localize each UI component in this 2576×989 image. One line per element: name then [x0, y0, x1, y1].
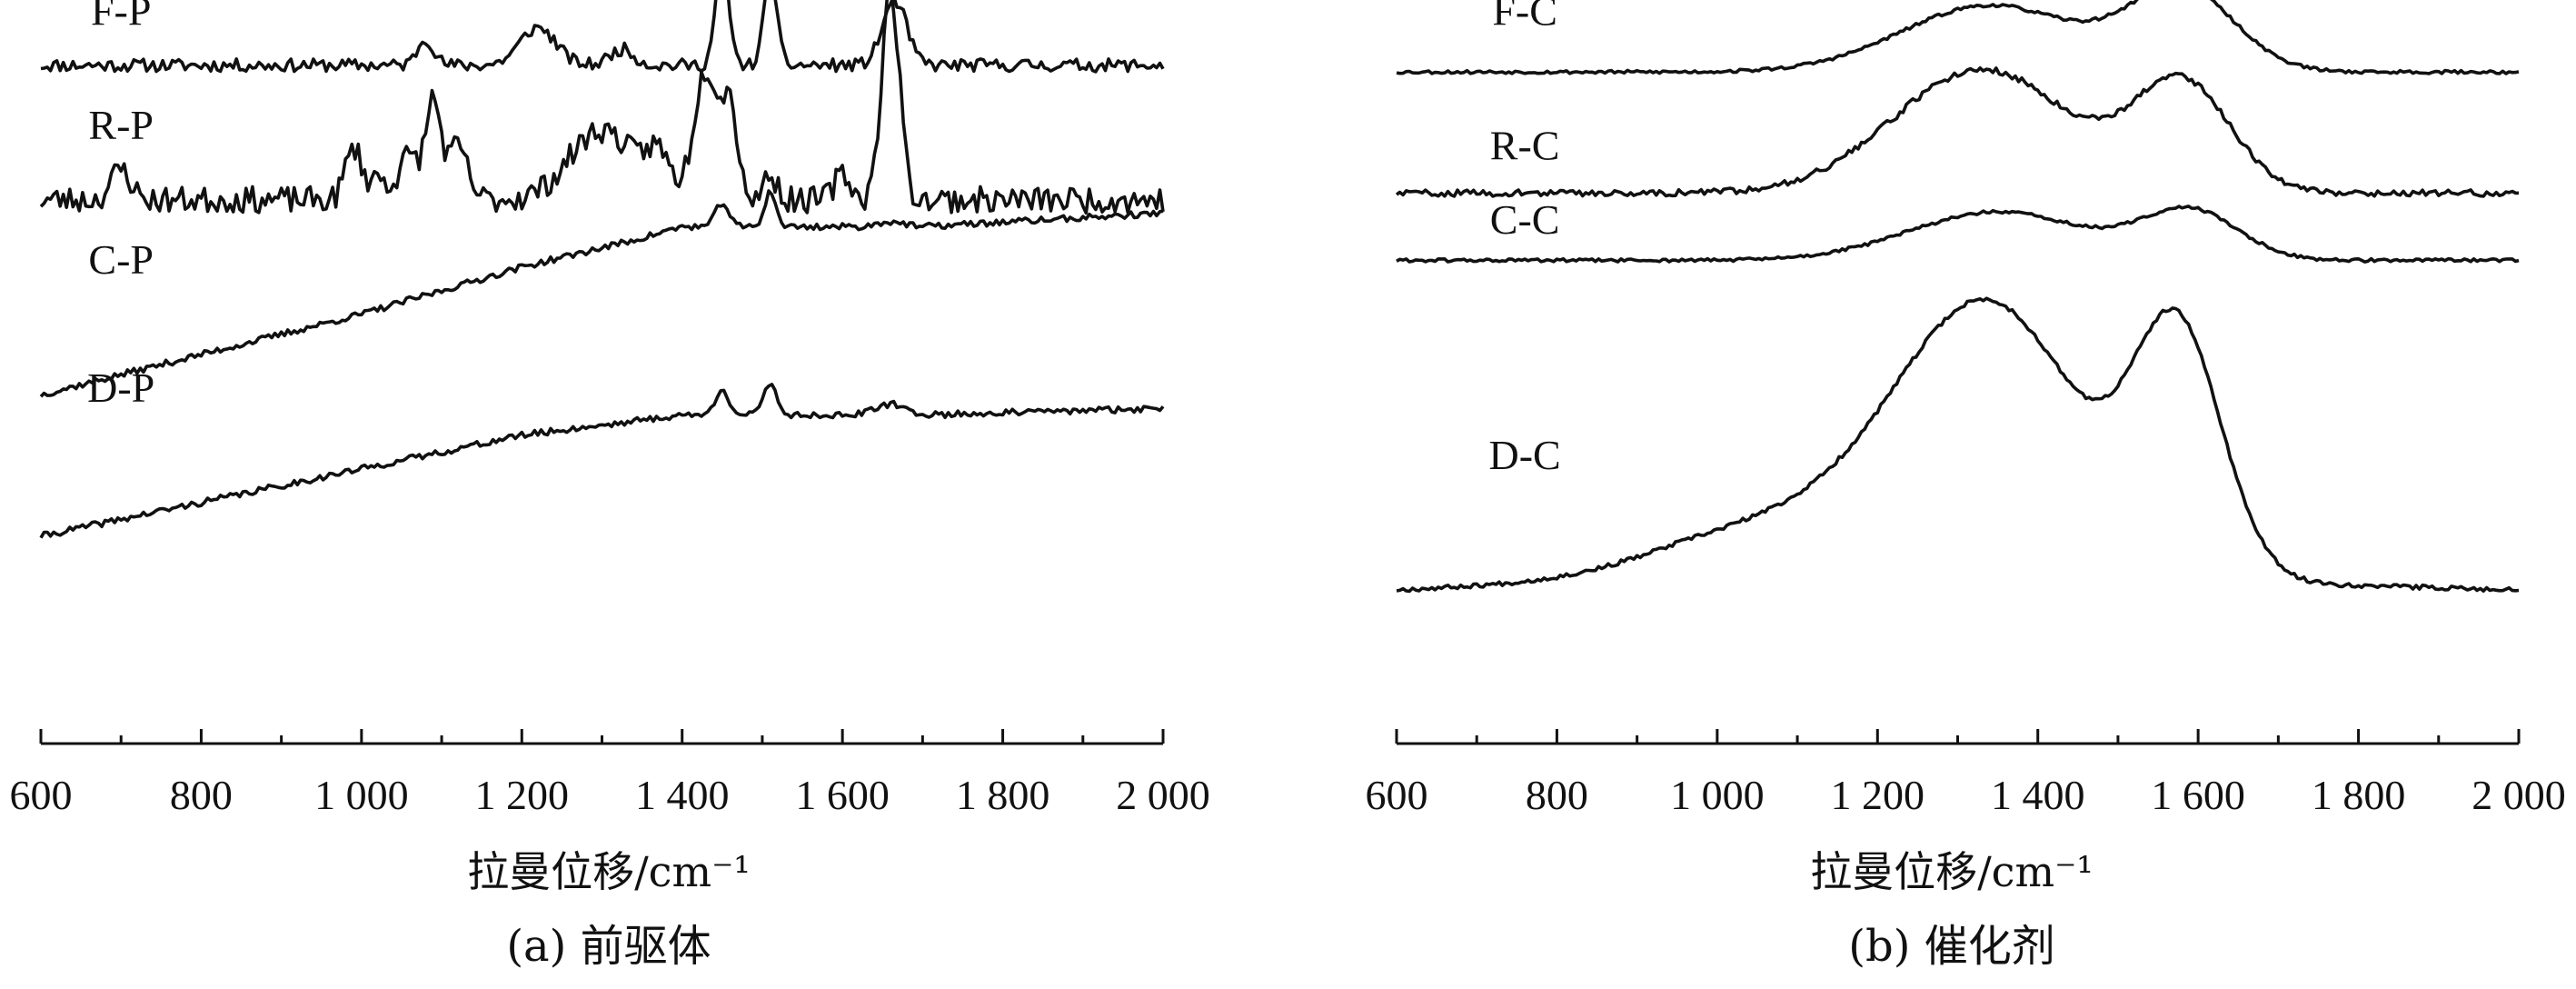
series-label: F-C	[1492, 0, 1557, 34]
series-r-p	[39, 0, 1165, 215]
x-tick-label: 2 000	[2472, 772, 2566, 818]
x-tick-label: 1 800	[2312, 772, 2406, 818]
x-tick-label: 800	[170, 772, 233, 818]
series-r-c	[1395, 66, 2520, 198]
series-d-p	[39, 383, 1165, 539]
panel-caption: (b) 催化剂	[1848, 921, 2054, 972]
x-tick-label: 600	[1366, 772, 1428, 818]
panel-b-catalyst: 600 800 1 000 1 200 1 400 1 600 1 800 2 000 拉曼位移…	[1366, 0, 2566, 972]
series-label: C-C	[1490, 196, 1560, 243]
x-tick-label: 1 000	[1670, 772, 1765, 818]
series-label: D-C	[1489, 432, 1561, 478]
series-label: R-C	[1490, 122, 1560, 168]
series-d-c	[1396, 296, 2520, 594]
series-label: F-P	[91, 0, 151, 34]
series-f-p	[40, 0, 1165, 74]
x-tick-label: 1 600	[795, 772, 890, 818]
x-tick-label: 2 000	[1116, 772, 1210, 818]
series-c-p	[39, 189, 1164, 398]
series-label: D-P	[87, 365, 154, 411]
x-tick-label: 600	[10, 772, 73, 818]
panel-a-precursor: 600 800 1 000 1 200 1 400 1 600 1 800 2 000 拉曼位移…	[10, 0, 1210, 972]
series-f-c	[1396, 0, 2520, 75]
x-axis-title: 拉曼位移/cm⁻¹	[1810, 847, 2094, 896]
x-tick-label: 1 400	[1991, 772, 2085, 818]
x-axis-title: 拉曼位移/cm⁻¹	[467, 847, 751, 896]
x-tick-label: 1 200	[1831, 772, 1925, 818]
series-c-c	[1396, 205, 2520, 264]
series-label: R-P	[88, 102, 154, 148]
x-tick-label: 1 400	[635, 772, 730, 818]
x-tick-label: 1 000	[314, 772, 409, 818]
series-label: C-P	[88, 236, 154, 283]
x-tick-label: 800	[1526, 772, 1588, 818]
x-tick-label: 1 800	[956, 772, 1050, 818]
x-tick-label: 1 600	[2151, 772, 2245, 818]
panel-caption: (a) 前驱体	[506, 921, 711, 972]
x-tick-label: 1 200	[475, 772, 570, 818]
